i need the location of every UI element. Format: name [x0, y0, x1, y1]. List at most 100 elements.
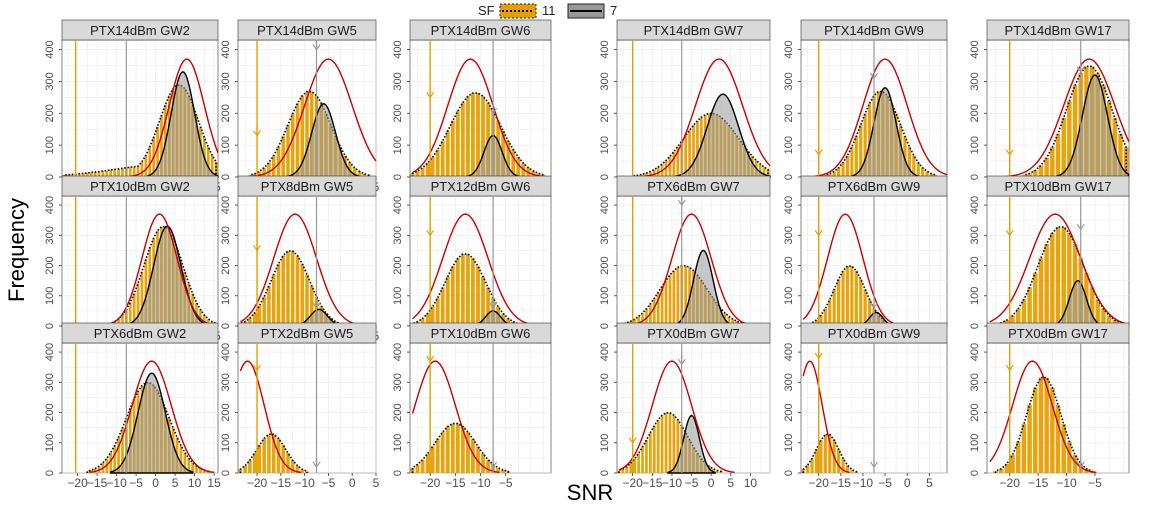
arrow-sf7-head	[677, 199, 686, 207]
bar-sf11	[440, 431, 445, 473]
bar-sf11	[648, 171, 652, 177]
y-tick-label: 300	[969, 226, 981, 244]
bar-sf11	[415, 464, 420, 473]
fit-curve	[802, 213, 902, 326]
y-tick-label: 300	[44, 226, 56, 244]
y-tick-label: 0	[220, 323, 232, 329]
bar-sf11	[1027, 287, 1032, 326]
panel-strip	[616, 19, 771, 41]
bar-sf11	[1061, 227, 1066, 326]
x-tick-label: −5	[499, 476, 513, 490]
bar-sf11	[688, 130, 691, 177]
fit-curve	[89, 360, 215, 474]
panel-title: PTX14dBm GW9	[824, 23, 924, 38]
bar-sf11	[290, 460, 295, 473]
bar-sf11	[290, 251, 295, 326]
arrow-sf7-head	[677, 358, 686, 366]
panel-strip	[61, 322, 219, 344]
bar-sf11	[672, 151, 676, 177]
bar-sf11	[1010, 315, 1015, 326]
bar-sf11	[810, 458, 814, 473]
bar-sf11	[425, 163, 430, 177]
arrow-sf7-head	[312, 302, 321, 309]
bar-sf11	[465, 96, 470, 177]
y-tick-label: 400	[599, 196, 611, 214]
bar-sf11	[471, 92, 475, 177]
panel-1: PTX14dBm GW20100200300400−20−15−10−50510…	[44, 19, 221, 194]
bar-sf11	[109, 169, 113, 177]
y-tick-label: 100	[783, 136, 795, 154]
bar-sf11	[859, 124, 863, 177]
x-tick-label: −5	[878, 476, 892, 490]
bar-sf11	[1027, 173, 1032, 177]
bar-sf11	[481, 276, 485, 326]
x-tick-label: −10	[294, 476, 315, 490]
y-tick-label: 200	[599, 403, 611, 421]
panel-strip	[61, 175, 219, 197]
x-tick-label: −10	[662, 476, 683, 490]
bar-sf11	[109, 452, 113, 473]
bar-sf11	[481, 453, 485, 473]
fit-curve	[814, 58, 948, 177]
bar-sf11	[1044, 157, 1049, 177]
bar-sf11	[132, 293, 136, 326]
y-tick-label: 300	[599, 373, 611, 391]
legend: SF 11 7	[478, 3, 617, 19]
bar-sf11	[907, 146, 912, 177]
arrow-sf11-head	[814, 149, 823, 156]
y-tick-label: 400	[599, 40, 611, 58]
bar-sf11	[309, 285, 314, 326]
bar-sf11	[672, 415, 676, 473]
y-tick-label: 0	[783, 174, 795, 180]
y-tick-label: 400	[783, 343, 795, 361]
bar-sf11	[305, 91, 309, 177]
bar-sf11	[445, 276, 450, 326]
panel-strip	[409, 322, 552, 344]
y-tick-label: 200	[783, 403, 795, 421]
bar-sf11	[286, 453, 290, 473]
panel-18: PTX0dBm GW17 0 100 200 300 400 −20 −15 −10 −5	[969, 322, 1130, 490]
density-sf11	[411, 253, 520, 326]
bar-sf11	[117, 318, 120, 326]
bar-sf11	[455, 110, 460, 177]
bar-sf11	[828, 434, 832, 473]
bar-sf11	[203, 315, 206, 326]
bar-sf11	[516, 157, 521, 177]
bar-sf11	[867, 299, 872, 326]
panel-title: PTX8dBm GW5	[261, 179, 353, 194]
bar-sf11	[656, 419, 660, 473]
density-sf11	[618, 264, 750, 326]
y-tick-label: 0	[44, 323, 56, 329]
x-tick-label: −20	[809, 476, 830, 490]
bar-sf11	[645, 439, 648, 473]
bar-sf11	[664, 160, 668, 177]
y-tick-label: 0	[44, 174, 56, 180]
bar-sf11	[262, 438, 266, 473]
x-tick-label: 5	[172, 476, 179, 490]
y-tick-label: 200	[969, 104, 981, 122]
y-tick-label: 100	[44, 287, 56, 305]
bar-sf11	[692, 125, 695, 177]
arrow-sf11-head	[426, 355, 435, 363]
panel-strip	[616, 175, 771, 197]
fit-curve	[252, 58, 377, 177]
bar-sf11	[295, 465, 300, 473]
y-tick-label: 300	[392, 373, 404, 391]
y-tick-label: 300	[220, 226, 232, 244]
arrow-sf7-head	[1076, 223, 1085, 231]
bar-sf11	[641, 312, 644, 326]
x-tick-label: −20	[67, 476, 88, 490]
y-tick-label: 200	[44, 403, 56, 421]
bar-sf11	[1033, 387, 1038, 473]
bar-sf11	[276, 438, 281, 473]
bar-sf11	[836, 449, 841, 473]
bar-sf11	[93, 172, 97, 177]
bar-sf11	[295, 255, 300, 326]
density-sf7	[1051, 279, 1105, 327]
x-tick-label: 0	[349, 476, 356, 490]
bar-sf11	[144, 155, 148, 177]
bar-sf11	[440, 287, 445, 326]
y-tick-label: 100	[44, 136, 56, 154]
